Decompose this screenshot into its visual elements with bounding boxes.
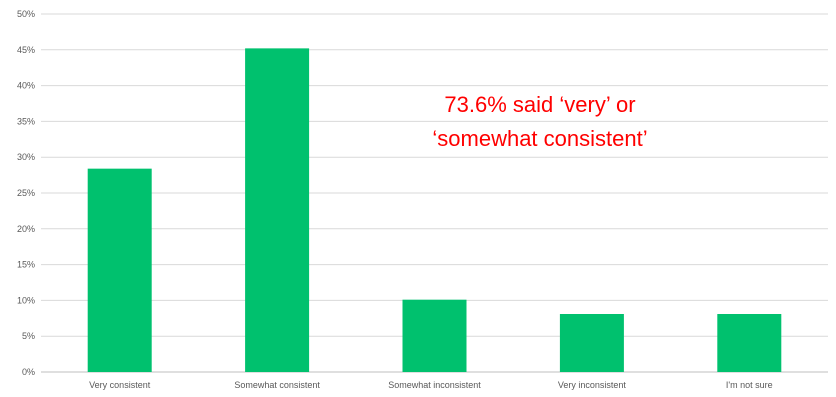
x-tick-label: Somewhat consistent [234, 380, 320, 390]
y-tick-label: 50% [17, 9, 35, 19]
y-tick-label: 30% [17, 152, 35, 162]
annotation-line-2: ‘somewhat consistent’ [432, 126, 647, 151]
gridlines [41, 13, 828, 373]
y-tick-label: 15% [17, 260, 35, 270]
y-tick-label: 40% [17, 81, 35, 91]
x-tick-label: I'm not sure [726, 380, 773, 390]
annotation-line-1: 73.6% said ‘very’ or [444, 92, 635, 117]
x-tick-label: Very consistent [89, 380, 151, 390]
x-tick-label: Very inconsistent [558, 380, 627, 390]
y-tick-label: 5% [22, 331, 35, 341]
bar [245, 48, 310, 372]
bar [559, 314, 624, 372]
y-axis: 0% 5% 10% 15% 20% 25% 30% 35% 40% 45% 50% [17, 9, 35, 377]
y-tick-label: 45% [17, 45, 35, 55]
x-axis: Very consistent Somewhat consistent Somewh… [89, 380, 772, 390]
bar [717, 314, 782, 372]
y-tick-label: 20% [17, 224, 35, 234]
x-tick-label: Somewhat inconsistent [388, 380, 481, 390]
y-tick-label: 35% [17, 116, 35, 126]
y-tick-label: 0% [22, 367, 35, 377]
bar [402, 299, 467, 372]
y-tick-label: 10% [17, 295, 35, 305]
y-tick-label: 25% [17, 188, 35, 198]
annotation: 73.6% said ‘very’ or ‘somewhat consisten… [432, 92, 647, 151]
bars [87, 48, 782, 372]
bar [87, 168, 152, 372]
